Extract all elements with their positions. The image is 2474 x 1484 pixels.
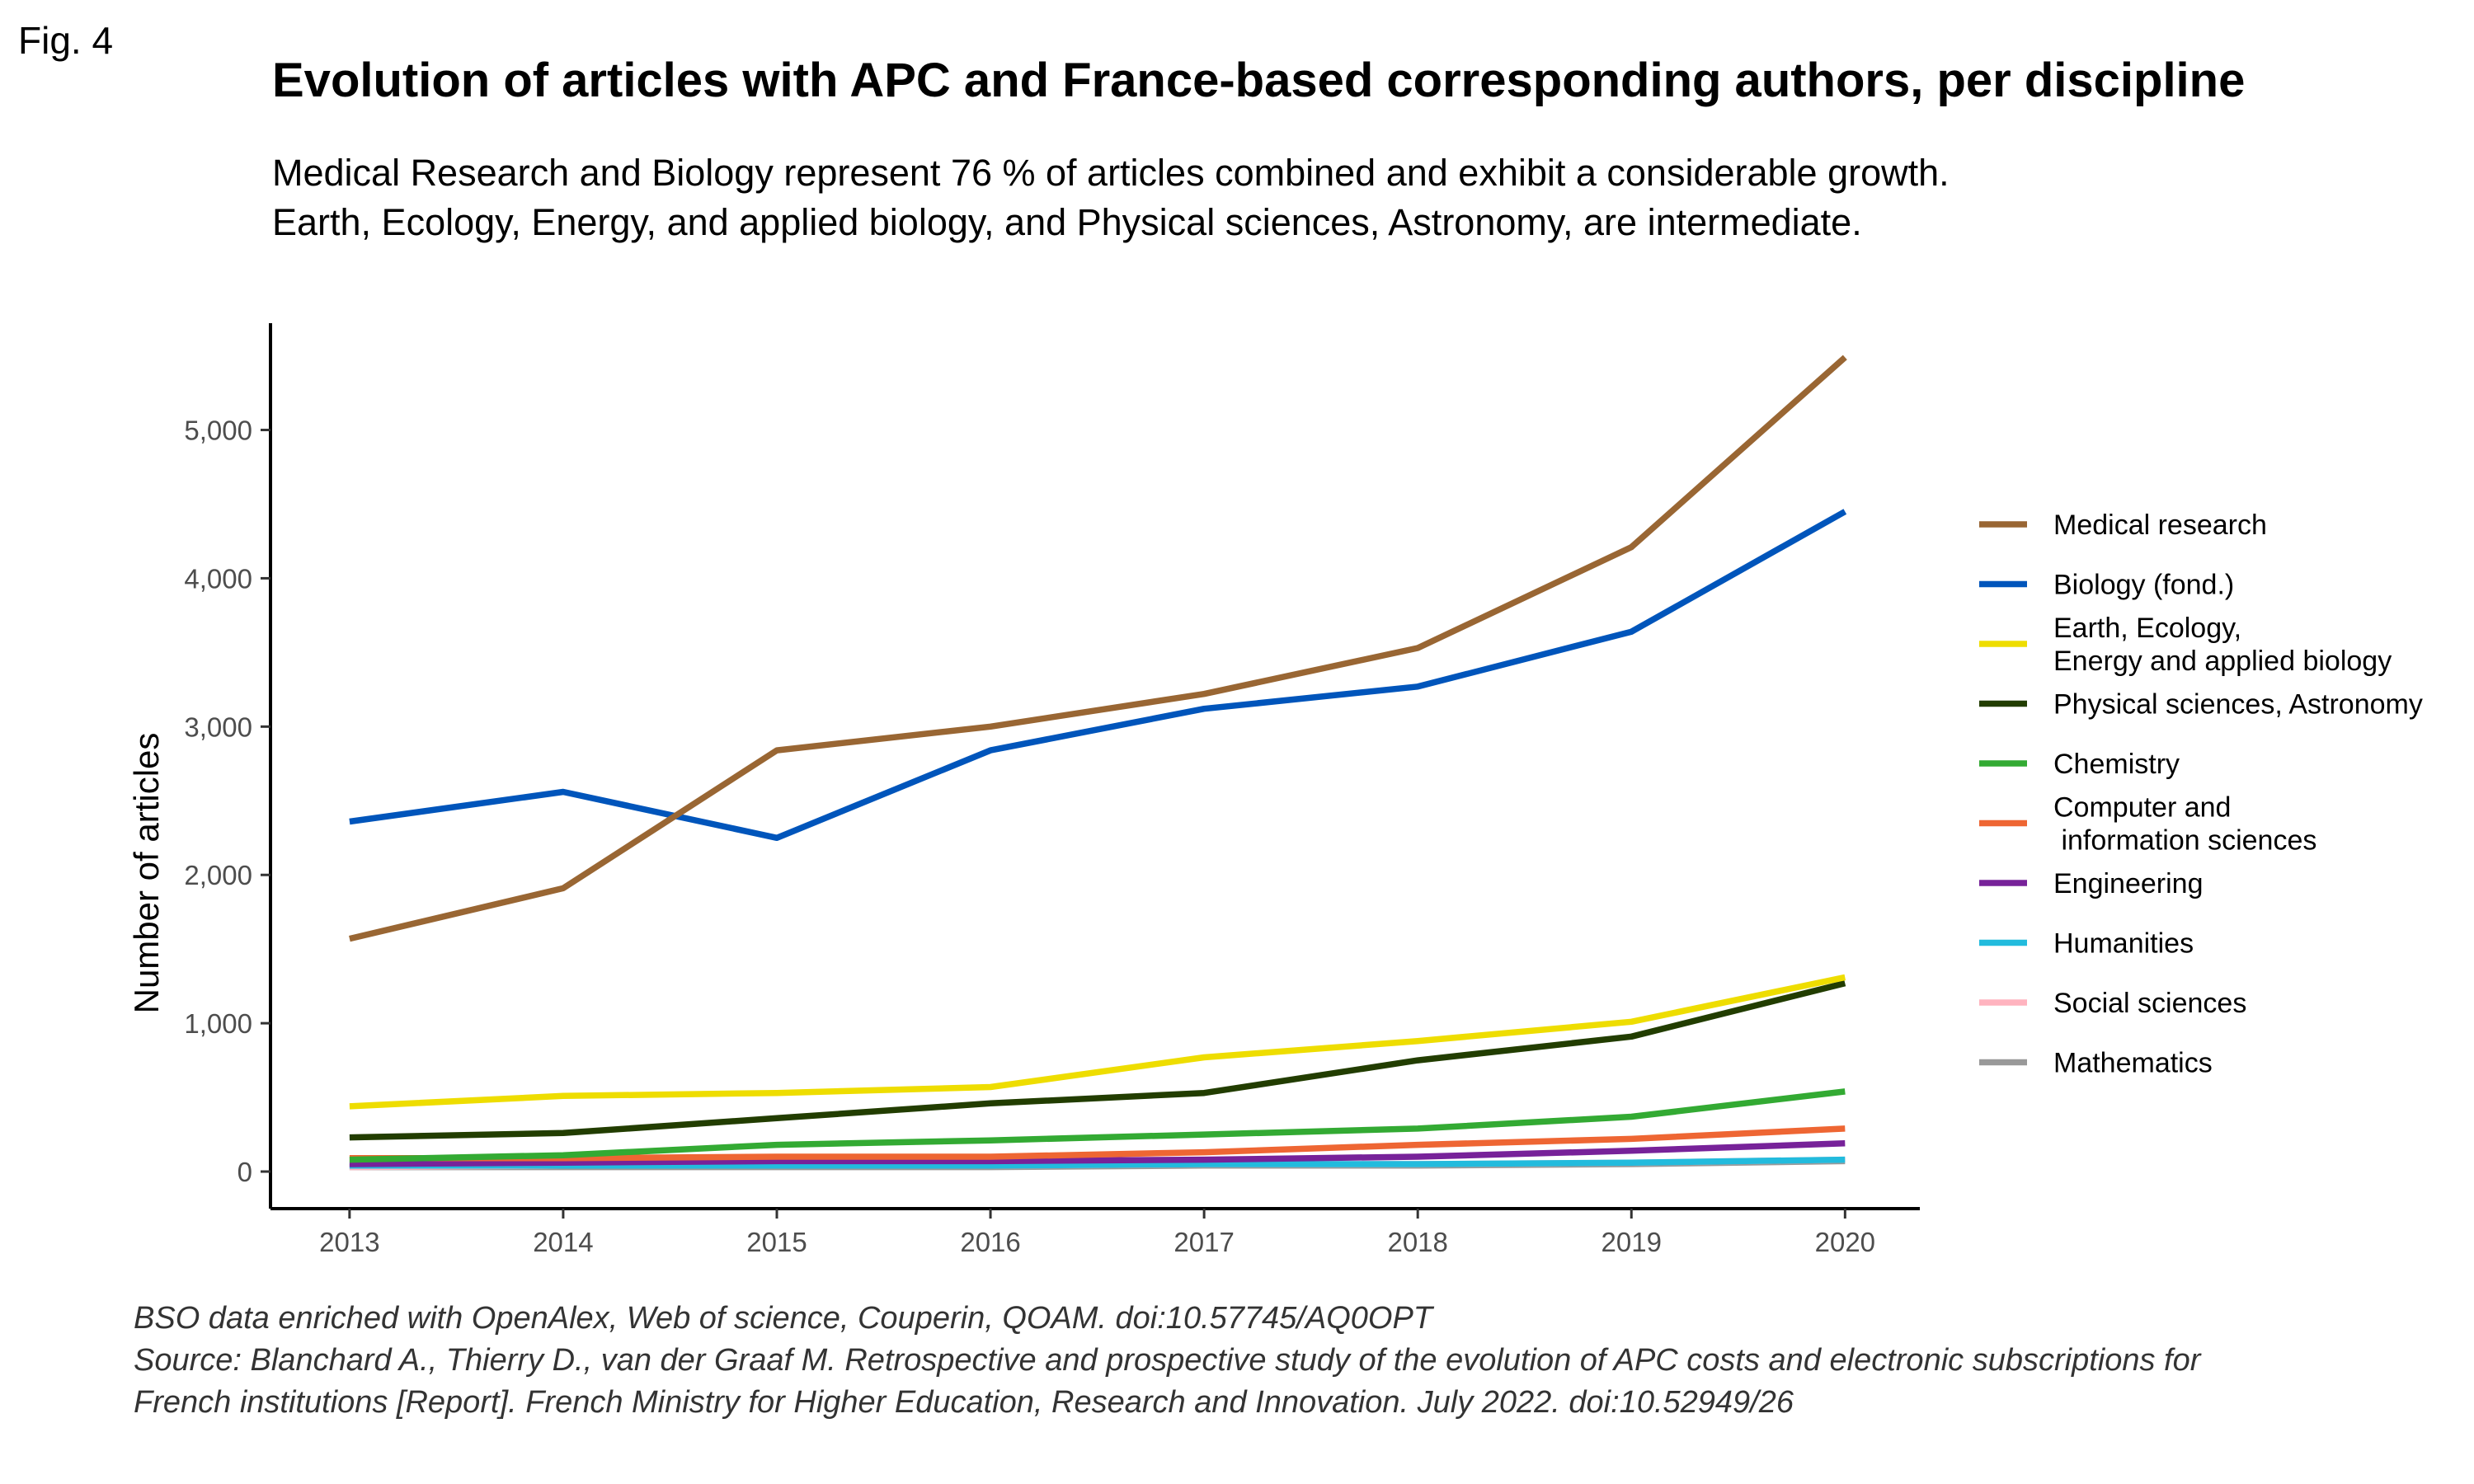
figure-label: Fig. 4 (18, 19, 114, 62)
y-tick-label: 2,000 (184, 860, 252, 890)
legend-label: Earth, Ecology, (2053, 613, 2241, 644)
legend-label: Chemistry (2053, 749, 2180, 780)
caption-line-1: BSO data enriched with OpenAlex, Web of … (134, 1301, 1433, 1336)
legend-label: Energy and applied biology (2053, 646, 2392, 677)
series-line (349, 355, 1847, 942)
y-tick-label: 3,000 (184, 711, 252, 742)
series-line (349, 1156, 1846, 1169)
legend-label: Engineering (2053, 868, 2203, 899)
axes: 0 1,000 2,000 3,000 4,000 5,000 2013 2014 2015 20… (127, 323, 1920, 1257)
x-tick-label: 2014 (533, 1227, 593, 1257)
legend-label: information sciences (2053, 825, 2316, 857)
caption: BSO data enriched with OpenAlex, Web of … (134, 1298, 2443, 1424)
x-tick-label: 2015 (746, 1227, 807, 1257)
series-line (349, 509, 1847, 842)
legend-label: Mathematics (2053, 1048, 2213, 1079)
y-tick-label: 5,000 (184, 416, 252, 446)
legend-label: Humanities (2053, 928, 2194, 960)
series-lines (349, 355, 1847, 1171)
x-tick-label: 2016 (960, 1227, 1020, 1257)
y-tick-label: 1,000 (184, 1008, 252, 1039)
caption-line-2: Source: Blanchard A., Thierry D., van de… (134, 1343, 2201, 1378)
legend-label: Biology (fond.) (2053, 570, 2234, 601)
series-line (349, 974, 1846, 1110)
caption-line-3: French institutions [Report]. French Min… (134, 1385, 1794, 1420)
legend-label: Medical research (2053, 510, 2267, 541)
legend-label: Computer and (2053, 792, 2231, 824)
y-axis-title: Number of articles (127, 733, 166, 1014)
y-tick-label: 4,000 (184, 563, 252, 594)
legend-label: Physical sciences, Astronomy (2053, 689, 2423, 721)
series-line (349, 979, 1846, 1141)
series-line (349, 1088, 1846, 1163)
series-line (349, 1140, 1846, 1167)
legend-label: Social sciences (2053, 988, 2246, 1019)
x-tick-label: 2019 (1602, 1227, 1662, 1257)
x-tick-label: 2020 (1815, 1227, 1875, 1257)
y-tick-label: 0 (238, 1157, 252, 1187)
chart-subtitle: Medical Research and Biology represent 7… (272, 152, 1950, 243)
legend: Medical research Biology (fond.) Earth, Ec… (1979, 510, 2423, 1079)
x-tick-label: 2018 (1387, 1227, 1447, 1257)
chart-title: Evolution of articles with APC and Franc… (272, 54, 2246, 107)
x-tick-label: 2013 (319, 1227, 379, 1257)
x-tick-label: 2017 (1174, 1227, 1234, 1257)
series-line (349, 1125, 1846, 1162)
